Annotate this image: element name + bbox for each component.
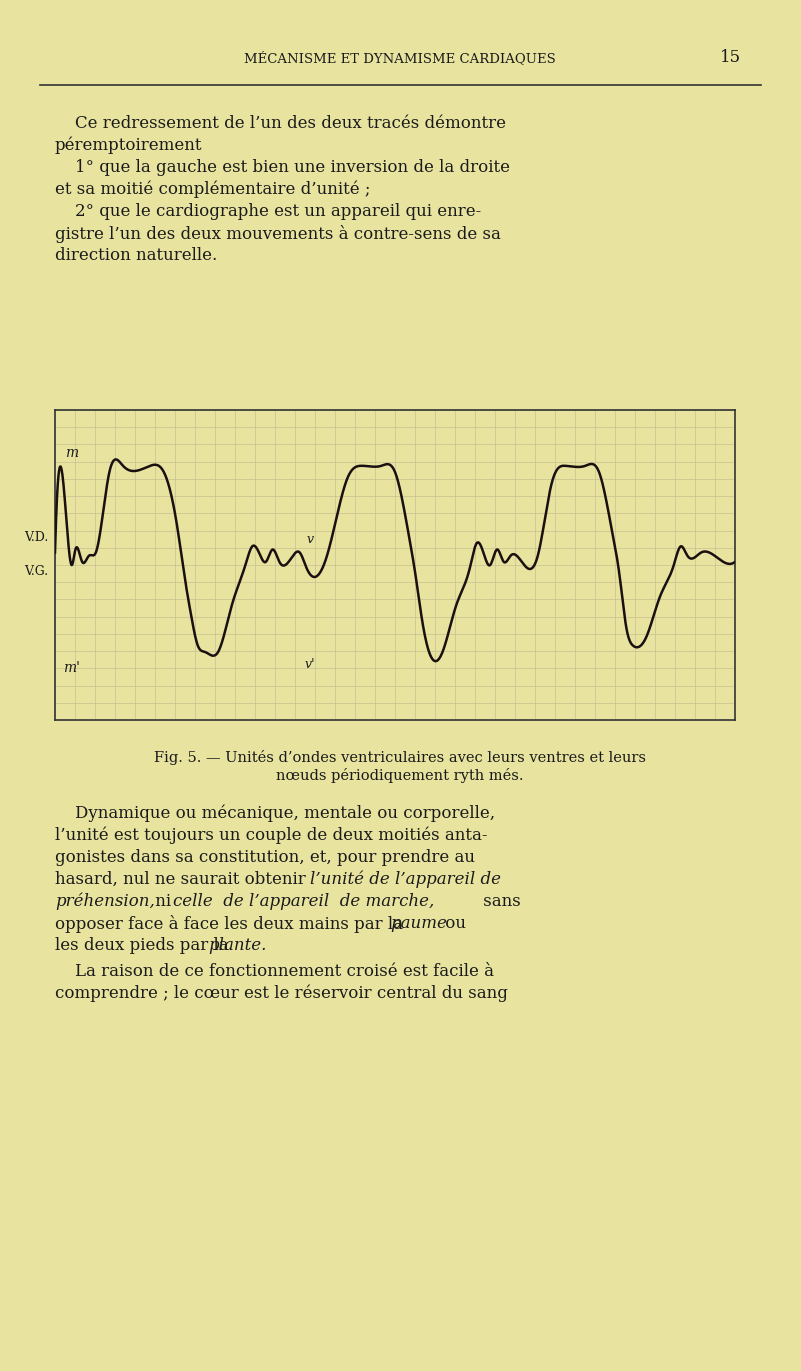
Text: celle  de l’appareil  de marche,: celle de l’appareil de marche, [173, 893, 434, 910]
Text: ou: ou [440, 914, 466, 932]
Text: les deux pieds par la: les deux pieds par la [55, 936, 234, 954]
Text: v': v' [304, 658, 316, 670]
Text: v: v [307, 533, 313, 547]
Text: V.D.: V.D. [24, 531, 48, 543]
Text: V.G.: V.G. [24, 565, 48, 577]
Text: comprendre ; le cœur est le réservoir central du sang: comprendre ; le cœur est le réservoir ce… [55, 984, 508, 1002]
Text: m: m [66, 446, 78, 459]
Text: plante.: plante. [208, 936, 267, 954]
Text: Dynamique ou mécanique, mentale ou corporelle,: Dynamique ou mécanique, mentale ou corpo… [75, 805, 495, 823]
Text: Fig. 5. — Unités d’ondes ventriculaires avec leurs ventres et leurs: Fig. 5. — Unités d’ondes ventriculaires … [154, 750, 646, 765]
Text: l’unité est toujours un couple de deux moitiés anta-: l’unité est toujours un couple de deux m… [55, 827, 488, 845]
Text: Ce redressement de l’un des deux tracés démontre: Ce redressement de l’un des deux tracés … [75, 115, 506, 132]
Text: péremptoirement: péremptoirement [55, 137, 203, 155]
Text: 2° que le cardiographe est un appareil qui enre-: 2° que le cardiographe est un appareil q… [75, 203, 481, 219]
Text: MÉCANISME ET DYNAMISME CARDIAQUES: MÉCANISME ET DYNAMISME CARDIAQUES [244, 51, 556, 64]
Text: paume: paume [390, 914, 447, 932]
Text: gonistes dans sa constitution, et, pour prendre au: gonistes dans sa constitution, et, pour … [55, 849, 475, 866]
Text: opposer face à face les deux mains par la: opposer face à face les deux mains par l… [55, 914, 409, 934]
Text: 15: 15 [719, 49, 741, 67]
Text: La raison de ce fonctionnement croisé est facile à: La raison de ce fonctionnement croisé es… [75, 962, 494, 980]
Text: m': m' [63, 661, 80, 675]
Text: hasard, nul ne saurait obtenir: hasard, nul ne saurait obtenir [55, 871, 311, 888]
Text: nœuds périodiquement ryth més.: nœuds périodiquement ryth més. [276, 768, 524, 783]
Text: préhension,: préhension, [55, 893, 155, 910]
Text: direction naturelle.: direction naturelle. [55, 247, 217, 265]
Text: 1° que la gauche est bien une inversion de la droite: 1° que la gauche est bien une inversion … [75, 159, 510, 175]
Text: sans: sans [478, 893, 521, 910]
Text: ni: ni [150, 893, 176, 910]
Text: gistre l’un des deux mouvements à contre-sens de sa: gistre l’un des deux mouvements à contre… [55, 225, 501, 243]
Text: et sa moitié complémentaire d’unité ;: et sa moitié complémentaire d’unité ; [55, 181, 370, 199]
Text: l’unité de l’appareil de: l’unité de l’appareil de [310, 871, 501, 888]
